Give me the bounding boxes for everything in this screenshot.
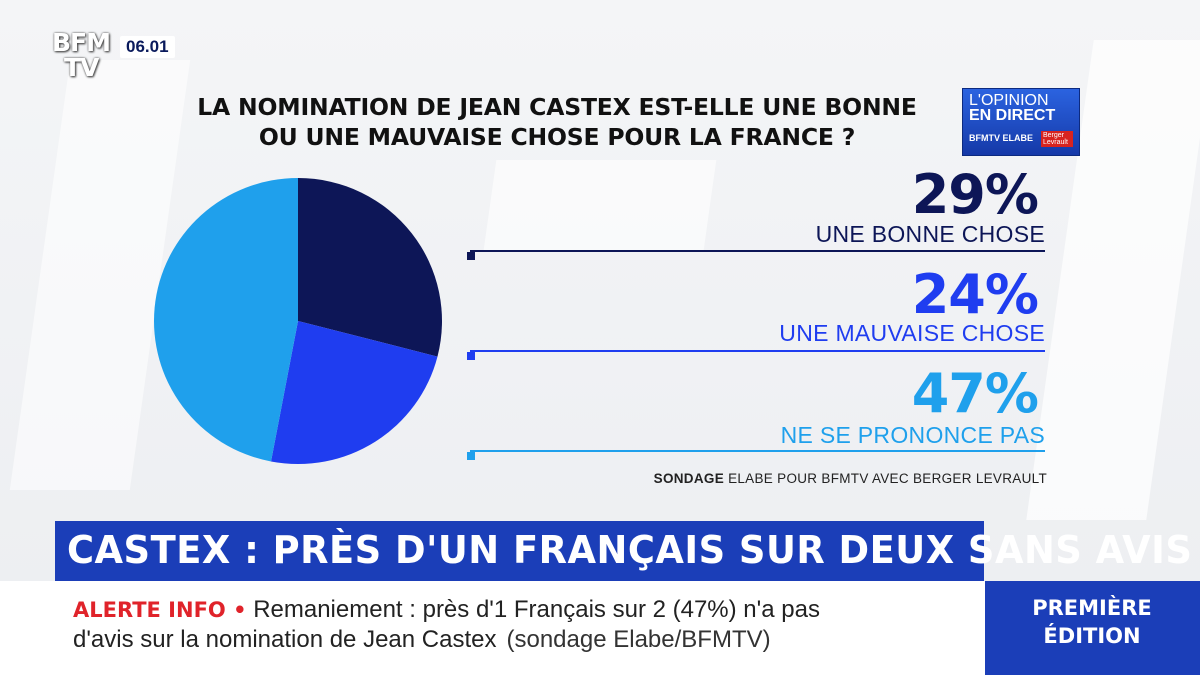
- clock: 06.01: [120, 36, 175, 58]
- headline-band: CASTEX : PRÈS D'UN FRANÇAIS SUR DEUX SAN…: [55, 521, 1192, 581]
- chart-title-line-1: LA NOMINATION DE JEAN CASTEX EST-ELLE UN…: [197, 93, 917, 121]
- slice-category-label-mauvaise: UNE MAUVAISE CHOSE: [779, 320, 1045, 346]
- logo-line-1: BFM: [52, 28, 111, 57]
- legend-tick-bonne: [467, 252, 475, 260]
- badge-line-2: EN DIRECT: [969, 107, 1056, 124]
- slice-category-label-sans-avis: NE SE PRONONCE PAS: [780, 422, 1045, 448]
- chart-title-line-2: OU UNE MAUVAISE CHOSE POUR LA FRANCE ?: [258, 123, 856, 151]
- news-ticker: ALERTE INFO • Remaniement : près d'1 Fra…: [0, 581, 985, 675]
- slice-value-label-bonne: 29%: [911, 163, 1039, 226]
- logo-line-2: TV: [64, 53, 99, 82]
- pie-chart: [154, 178, 443, 464]
- badge-line-3: BFMTV ELABE: [969, 133, 1033, 143]
- slice-value-label-sans-avis: 47%: [911, 362, 1039, 425]
- ticker-line-1: ALERTE INFO • Remaniement : près d'1 Fra…: [73, 596, 820, 624]
- bfmtv-logo: BFM TV: [52, 30, 116, 86]
- legend-rule-sans-avis: [470, 450, 1045, 452]
- source-text: ELABE POUR BFMTV AVEC BERGER LEVRAULT: [728, 471, 1047, 486]
- badge-partner-logo: Berger Levrault: [1041, 131, 1073, 147]
- source-prefix: SONDAGE: [653, 471, 724, 486]
- legend-tick-sans-avis: [467, 452, 475, 460]
- pie-slice-bonne: [298, 178, 443, 357]
- legend-rule-mauvaise: [470, 350, 1045, 352]
- chart-source: SONDAGE ELABE POUR BFMTV AVEC BERGER LEV…: [654, 471, 1047, 486]
- show-name-line-1: PREMIÈRE: [1032, 596, 1152, 620]
- slice-category-label-bonne: UNE BONNE CHOSE: [815, 221, 1045, 247]
- ticker-text-2: d'avis sur la nomination de Jean Castex: [73, 626, 497, 653]
- alert-info-label: ALERTE INFO •: [73, 598, 247, 622]
- pie-slice-sans-avis: [154, 178, 298, 462]
- ticker-source: (sondage Elabe/BFMTV): [506, 626, 771, 653]
- background-letter-shape: [483, 160, 717, 250]
- badge-line-1: L'OPINION: [969, 92, 1049, 109]
- legend-tick-mauvaise: [467, 352, 475, 360]
- ticker-line-2: d'avis sur la nomination de Jean Castex (…: [73, 626, 771, 654]
- opinion-en-direct-badge: L'OPINION EN DIRECT BFMTV ELABE Berger L…: [962, 88, 1080, 156]
- chart-title: LA NOMINATION DE JEAN CASTEX EST-ELLE UN…: [162, 92, 952, 152]
- headline-text: CASTEX : PRÈS D'UN FRANÇAIS SUR DEUX SAN…: [67, 528, 1193, 572]
- slice-value-label-mauvaise: 24%: [911, 263, 1039, 326]
- show-name-box: PREMIÈRE ÉDITION: [985, 581, 1200, 675]
- ticker-text-1: Remaniement : près d'1 Français sur 2 (4…: [253, 596, 820, 623]
- legend-rule-bonne: [470, 250, 1045, 252]
- pie-slice-mauvaise: [271, 321, 438, 464]
- show-name-line-2: ÉDITION: [1043, 624, 1141, 648]
